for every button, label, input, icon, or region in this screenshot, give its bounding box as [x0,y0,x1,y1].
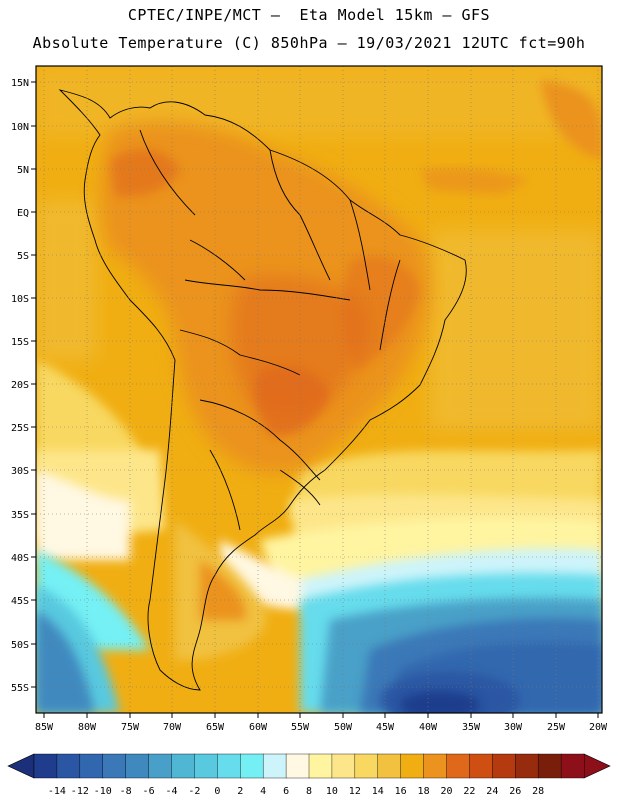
colorbar-cells [33,753,585,779]
lon-label: 65W [206,722,225,733]
colorbar-tick-label: 26 [509,786,521,797]
latitude-labels: 15N 10N 5N EQ 5S 10S 15S 20S 25S 30S 35S… [11,78,29,694]
colorbar-tick-label: 16 [395,786,407,797]
temperature-field [36,66,602,713]
lat-label: 15S [11,337,29,348]
colorbar-cell [560,753,585,779]
lat-label: EQ [17,208,29,219]
lat-label: 35S [11,510,29,521]
lat-label: 10S [11,294,29,305]
colorbar-tick-label: 28 [532,786,544,797]
colorbar-cell [354,753,379,779]
lon-label: 40W [419,722,438,733]
colorbar-cell [56,753,81,779]
colorbar-cell [217,753,241,779]
colorbar-tick-label: 10 [326,786,338,797]
colorbar-tick-label: 18 [418,786,430,797]
colorbar-cell [33,753,58,779]
map-title-line2: Absolute Temperature (C) 850hPa – 19/03/… [32,34,586,52]
lon-label: 20W [589,722,608,733]
lat-label: 45S [11,596,29,607]
lat-label: 25S [11,423,29,434]
colorbar-tick-label: -12 [71,786,89,797]
colorbar-tick-label: -8 [120,786,132,797]
colorbar-tick-label: 0 [214,786,220,797]
colorbar-tick-label: 2 [237,786,243,797]
colorbar-cell [240,753,264,779]
colorbar-tick-label: 20 [440,786,452,797]
colorbar-cell [492,753,516,779]
lon-label: 85W [35,722,54,733]
colorbar-cell [537,753,562,779]
lat-label: 20S [11,380,29,391]
lon-label: 35W [462,722,481,733]
axis-ticks [31,81,599,718]
colorbar-tick-label: -6 [143,786,155,797]
colorbar-cell [79,753,104,779]
map-title-line1: CPTEC/INPE/MCT – Eta Model 15km – GFS [127,6,491,24]
colorbar-tick-label: 12 [349,786,361,797]
lon-label: 80W [78,722,97,733]
colorbar-cell [194,753,218,779]
colorbar-tick-label: -4 [165,786,177,797]
colorbar-cell [262,753,287,779]
colorbar-tick-label: 14 [372,786,384,797]
lat-label: 5S [17,251,29,262]
colorbar-cell [515,753,539,779]
colorbar-cell [308,753,333,779]
lon-label: 30W [504,722,523,733]
lat-label: 5N [17,165,29,176]
lon-label: 75W [121,722,140,733]
colorbar-tick-labels: -14 -12 -10 -8 -6 -4 -2 0 2 4 6 8 10 12 14 16 18 20 22 24 26… [48,786,544,797]
lon-label: 55W [291,722,310,733]
colorbar-tick-label: 8 [306,786,312,797]
longitude-labels: 85W 80W 75W 70W 65W 60W 55W 50W 45W 40W … [35,722,608,733]
colorbar-low-arrow [7,753,35,779]
colorbar-cell [125,753,150,779]
lat-label: 50S [11,640,29,651]
lon-label: 25W [547,722,566,733]
colorbar-cell [377,753,402,779]
colorbar-cell [400,753,425,779]
lat-label: 10N [11,122,29,133]
colorbar-cell [423,753,448,779]
colorbar-high-arrow [583,753,611,779]
lat-label: 40S [11,553,29,564]
lon-label: 45W [376,722,395,733]
colorbar-tick-label: 6 [283,786,289,797]
lat-label: 55S [11,683,29,694]
colorbar-tick-label: -14 [48,786,66,797]
colorbar-cell [446,753,470,779]
colorbar-cell [331,753,356,779]
colorbar-cell [285,753,310,779]
colorbar-tick-label: 22 [463,786,475,797]
coastline-borders [58,89,467,691]
color-scale-legend: -14 -12 -10 -8 -6 -4 -2 0 2 4 6 8 10 12 14 16 18 20 22 24 26… [7,753,611,797]
lon-label: 50W [334,722,353,733]
colorbar-tick-label: -10 [94,786,112,797]
colorbar-tick-label: 4 [260,786,266,797]
lat-label: 30S [11,466,29,477]
colorbar-cell [148,753,172,779]
colorbar-tick-label: 24 [486,786,498,797]
lat-label: 15N [11,78,29,89]
colorbar-tick-label: -2 [188,786,200,797]
colorbar-cell [171,753,195,779]
lon-label: 60W [249,722,268,733]
map-frame [35,65,603,714]
colorbar-cell [102,753,127,779]
colorbar-cell [469,753,493,779]
lon-label: 70W [163,722,182,733]
